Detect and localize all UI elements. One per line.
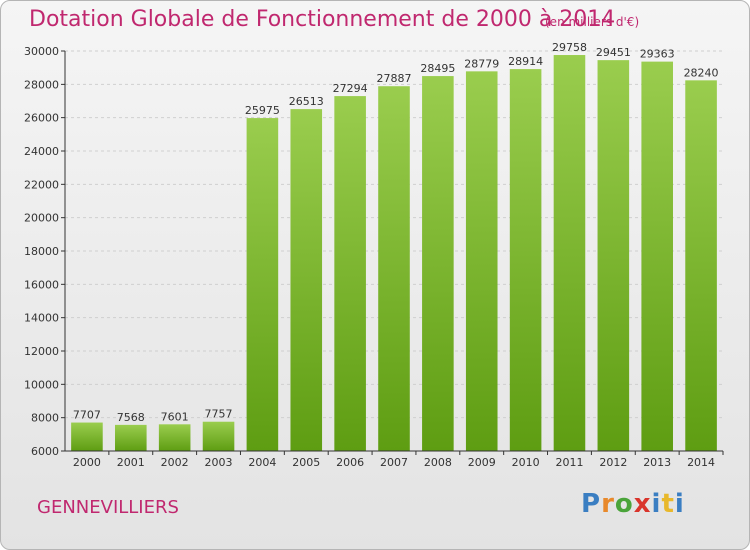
y-tick-label: 12000 — [24, 345, 59, 358]
data-label: 7707 — [73, 409, 101, 422]
bar — [685, 80, 717, 451]
x-tick-label: 2003 — [205, 456, 233, 469]
data-label: 25975 — [245, 104, 280, 117]
x-tick-label: 2000 — [73, 456, 101, 469]
data-label: 26513 — [289, 95, 324, 108]
bar — [115, 424, 147, 451]
logo-letter: r — [601, 489, 615, 519]
city-name: GENNEVILLIERS — [37, 497, 179, 518]
y-tick-label: 18000 — [24, 245, 59, 258]
data-label: 7601 — [161, 410, 189, 423]
bar — [465, 71, 498, 451]
bar — [553, 55, 586, 452]
chart-title: Dotation Globale de Fonctionnement de 20… — [29, 7, 616, 32]
bar — [290, 109, 323, 451]
data-label: 7568 — [117, 411, 145, 424]
logo-letter: o — [614, 489, 634, 519]
x-tick-label: 2010 — [512, 456, 540, 469]
data-label: 29451 — [596, 46, 631, 59]
logo-letter: x — [633, 489, 652, 519]
y-tick-label: 16000 — [24, 278, 59, 291]
y-tick-label: 8000 — [31, 412, 59, 425]
x-tick-label: 2008 — [424, 456, 452, 469]
bar — [641, 61, 673, 451]
x-tick-label: 2013 — [643, 456, 671, 469]
y-tick-label: 10000 — [24, 378, 59, 391]
data-label: 29363 — [640, 48, 675, 61]
bar — [202, 421, 235, 451]
y-tick-label: 20000 — [24, 212, 59, 225]
y-tick-label: 6000 — [31, 445, 59, 458]
data-label: 28240 — [684, 66, 719, 79]
logo-letter: t — [661, 489, 675, 519]
bar — [246, 118, 279, 451]
bar — [597, 60, 630, 452]
data-label: 27294 — [333, 82, 368, 95]
x-tick-label: 2001 — [117, 456, 145, 469]
x-tick-label: 2007 — [380, 456, 408, 469]
y-tick-label: 22000 — [24, 178, 59, 191]
data-label: 28779 — [464, 57, 499, 70]
proxiti-logo: Proxiti — [581, 489, 685, 519]
data-label: 28495 — [420, 62, 455, 75]
x-tick-label: 2006 — [336, 456, 364, 469]
bar — [422, 76, 454, 451]
y-tick-label: 30000 — [24, 45, 59, 58]
y-tick-label: 24000 — [24, 145, 59, 158]
logo-letter: P — [581, 489, 602, 519]
x-tick-label: 2002 — [161, 456, 189, 469]
x-tick-label: 2009 — [468, 456, 496, 469]
data-label: 7757 — [205, 408, 233, 421]
axes — [61, 50, 724, 455]
bar — [509, 69, 542, 451]
y-tick-label: 28000 — [24, 78, 59, 91]
y-tick-label: 14000 — [24, 312, 59, 325]
data-label: 29758 — [552, 41, 587, 54]
data-label: 28914 — [508, 55, 543, 68]
x-tick-label: 2011 — [555, 456, 583, 469]
x-tick-label: 2014 — [687, 456, 715, 469]
logo-letter: i — [674, 489, 685, 519]
x-tick-label: 2005 — [292, 456, 320, 469]
bar — [334, 96, 366, 451]
bar — [378, 86, 410, 451]
logo-letter: i — [651, 489, 662, 519]
x-tick-label: 2004 — [248, 456, 276, 469]
labels: 6000 8000 10000 12000 14000 16000 18000 20000 22… — [24, 41, 719, 469]
y-tick-label: 26000 — [24, 112, 59, 125]
x-tick-label: 2012 — [599, 456, 627, 469]
bars — [71, 55, 717, 452]
bar — [158, 424, 191, 451]
bar — [71, 422, 103, 451]
data-label: 27887 — [377, 72, 412, 85]
chart-unit-note: (en milliers d'€) — [545, 15, 640, 29]
